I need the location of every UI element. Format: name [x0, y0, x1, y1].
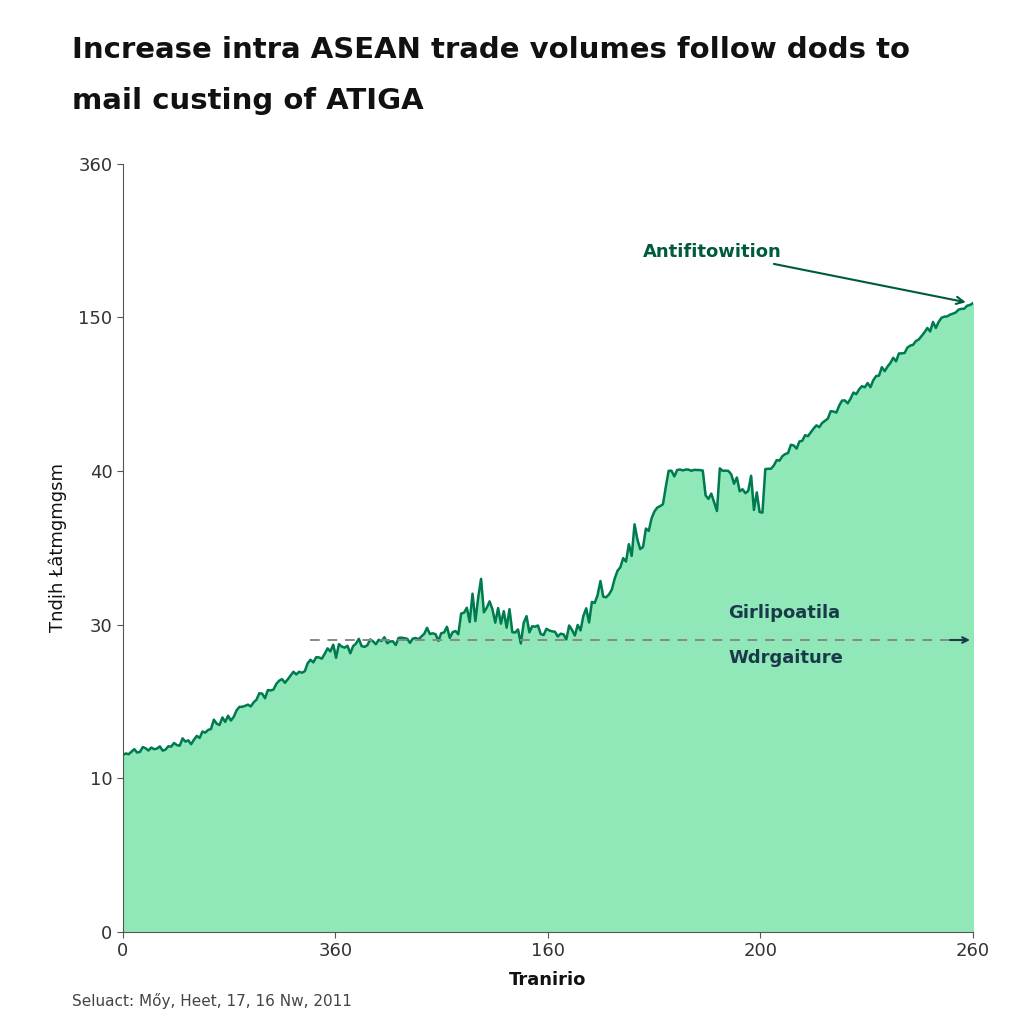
Y-axis label: Tndịh Łâtmgmgsm: Tndịh Łâtmgmgsm	[49, 463, 68, 633]
Text: Wdrgaiture: Wdrgaiture	[728, 649, 844, 668]
Text: Girlipoatila: Girlipoatila	[728, 603, 841, 622]
Text: Antifitowition: Antifitowition	[643, 243, 964, 304]
Text: mail custing of ATIGA: mail custing of ATIGA	[72, 87, 423, 115]
X-axis label: Tranirio: Tranirio	[509, 972, 587, 989]
Text: Seluact: Mőy, Heet, 17, 16 Nw, 2011: Seluact: Mőy, Heet, 17, 16 Nw, 2011	[72, 992, 351, 1009]
Text: Increase intra ASEAN trade volumes follow dods to: Increase intra ASEAN trade volumes follo…	[72, 36, 909, 63]
